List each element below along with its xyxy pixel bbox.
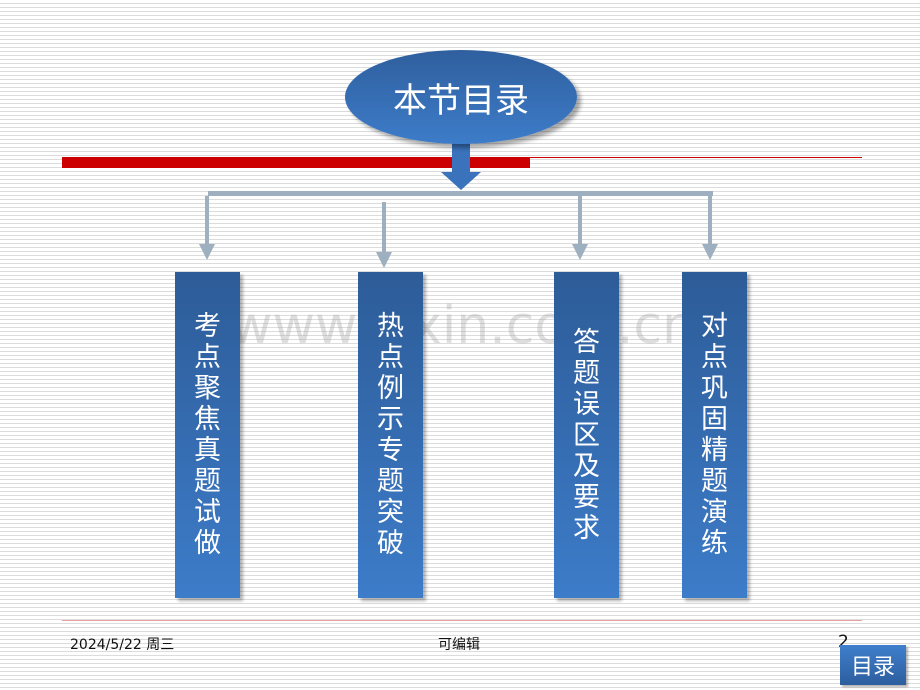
section-label: 答题误区及要求	[573, 326, 600, 544]
section-label: 考点聚焦真题试做	[194, 311, 221, 559]
red-bar	[62, 157, 530, 168]
toc-button[interactable]: 目录	[840, 645, 906, 685]
watermark: www.zixin.com.cn	[230, 296, 695, 356]
footer-center: 可编辑	[438, 637, 480, 653]
section-box-4[interactable]: 对点巩固精题演练	[682, 272, 747, 598]
page-number: 2	[838, 632, 849, 652]
main-down-arrow	[441, 143, 481, 190]
footer-date: 2024/5/22 周三	[70, 637, 175, 653]
section-label: 热点例示专题突破	[377, 311, 404, 559]
footer-divider	[62, 620, 862, 621]
red-line	[530, 157, 862, 158]
section-box-2[interactable]: 热点例示专题突破	[358, 272, 423, 598]
horizontal-connector	[208, 191, 713, 196]
section-box-1[interactable]: 考点聚焦真题试做	[175, 272, 240, 598]
title-text: 本节目录	[393, 80, 529, 121]
section-box-3[interactable]: 答题误区及要求	[554, 272, 619, 598]
section-label: 对点巩固精题演练	[701, 311, 728, 559]
branch-arrows	[199, 196, 718, 268]
title-ellipse: 本节目录	[345, 50, 577, 144]
toc-button-label: 目录	[850, 655, 895, 680]
